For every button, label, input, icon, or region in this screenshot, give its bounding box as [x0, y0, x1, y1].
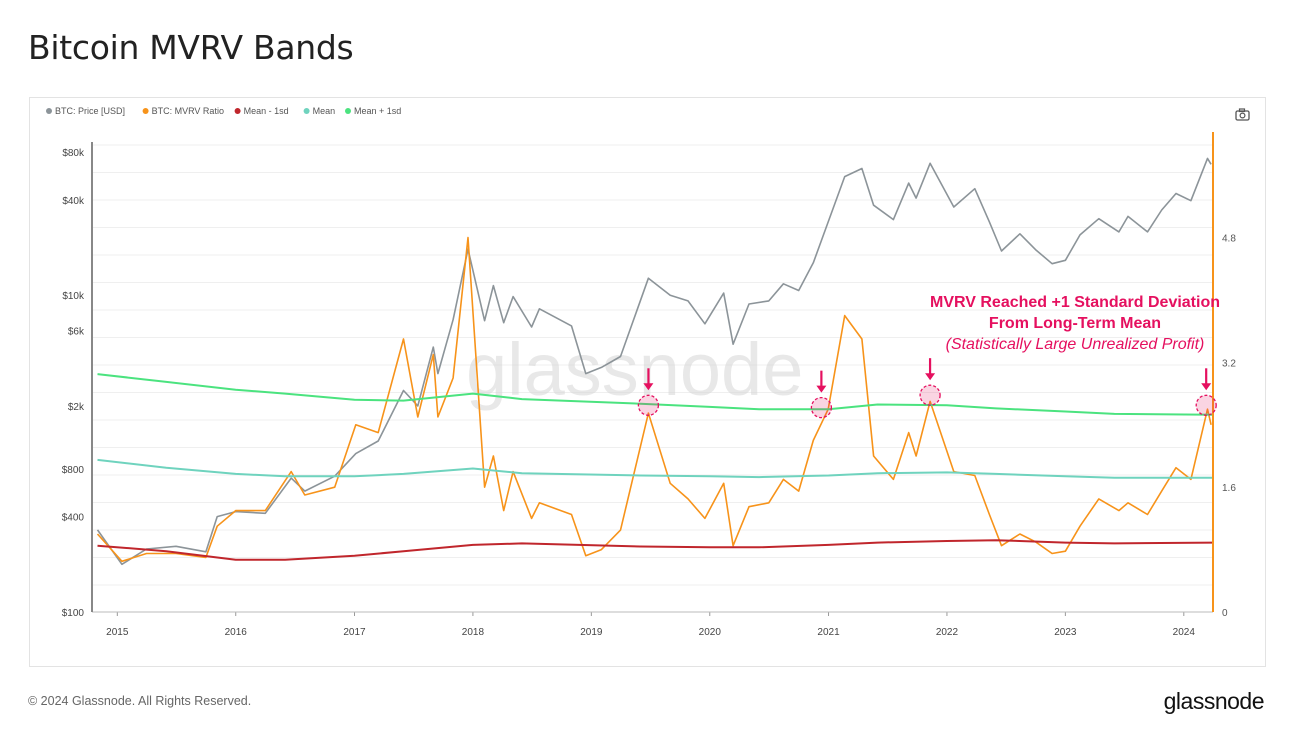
- down-arrow-head: [816, 385, 827, 393]
- marker-circle: [810, 396, 833, 419]
- left-y-tick-label: $80k: [62, 148, 85, 159]
- left-y-tick-label: $10k: [62, 291, 85, 302]
- x-tick-label: 2022: [936, 627, 959, 638]
- page-title: Bitcoin MVRV Bands: [28, 28, 354, 67]
- watermark: glassnode: [466, 328, 803, 411]
- down-arrow-head: [925, 373, 936, 381]
- x-tick-label: 2017: [343, 627, 366, 638]
- annotation: MVRV Reached +1 Standard Deviation From L…: [637, 294, 1220, 419]
- series-line-btc-mvrv-ratio: [96, 236, 1212, 563]
- series-line-mean-1sd: [97, 373, 1214, 416]
- axes: 2015 2016 2017 2018 2019 2020 2021 2022 2023 2024…: [62, 132, 1236, 638]
- annotation-text: From Long-Term Mean: [989, 315, 1161, 332]
- x-tick-label: 2016: [225, 627, 248, 638]
- x-tick-label: 2018: [462, 627, 485, 638]
- annotation-marker: [919, 358, 941, 406]
- right-y-tick-label: 1.6: [1222, 483, 1236, 494]
- series-line-mean-1sd: [97, 539, 1214, 561]
- legend-swatch: [303, 108, 310, 114]
- annotation-marker: [810, 370, 833, 419]
- x-tick-label: 2024: [1173, 627, 1196, 638]
- right-y-tick-label: 3.2: [1222, 358, 1236, 369]
- left-y-tick-label: $400: [62, 513, 85, 524]
- marker-circle: [919, 384, 941, 406]
- marker-circle: [1195, 394, 1217, 416]
- legend-item: BTC: Price [USD]: [46, 106, 125, 116]
- legend-label: BTC: MVRV Ratio: [152, 106, 224, 116]
- left-y-tick-label: $40k: [62, 196, 85, 207]
- annotation-marker: [1195, 368, 1217, 416]
- right-y-tick-label: 4.8: [1222, 234, 1236, 245]
- right-y-tick-label: 0: [1222, 608, 1228, 619]
- legend-item: Mean - 1sd: [234, 106, 289, 116]
- legend-swatch: [46, 108, 52, 114]
- chart-svg: glassnode 2015 2016 2017 2018 2019 2020 2021 20…: [46, 106, 1252, 638]
- legend: BTC: Price [USD] BTC: MVRV Ratio Mean - 1s…: [46, 106, 401, 116]
- annotation-text: (Statistically Large Unrealized Profit): [946, 336, 1205, 353]
- left-y-tick-label: $800: [62, 465, 85, 476]
- left-y-tick-label: $2k: [68, 402, 85, 413]
- legend-item: Mean: [303, 106, 336, 116]
- legend-label: Mean: [313, 106, 336, 116]
- down-arrow-head: [1201, 383, 1212, 391]
- x-tick-label: 2020: [699, 627, 722, 638]
- series-line-btc-price-usd: [96, 157, 1212, 566]
- legend-swatch: [142, 108, 149, 114]
- legend-label: Mean - 1sd: [244, 106, 289, 116]
- x-tick-label: 2019: [580, 627, 603, 638]
- annotation-text: MVRV Reached +1 Standard Deviation: [930, 294, 1220, 311]
- left-y-tick-label: $6k: [68, 326, 85, 337]
- x-tick-label: 2021: [817, 627, 840, 638]
- legend-item: Mean + 1sd: [345, 106, 401, 116]
- left-y-tick-label: $100: [62, 608, 85, 619]
- series-line-mean: [97, 458, 1213, 479]
- x-tick-label: 2015: [106, 627, 129, 638]
- legend-label: BTC: Price [USD]: [55, 106, 125, 116]
- footer-copyright: © 2024 Glassnode. All Rights Reserved.: [28, 694, 252, 708]
- camera-icon[interactable]: [1234, 106, 1252, 122]
- chart-panel: glassnode 2015 2016 2017 2018 2019 2020 2021 20…: [29, 97, 1266, 667]
- grid: [92, 144, 1213, 586]
- legend-swatch: [345, 108, 351, 114]
- legend-label: Mean + 1sd: [354, 106, 401, 116]
- footer-logo: glassnode: [1163, 688, 1265, 714]
- down-arrow-head: [643, 383, 654, 391]
- series-layer: [96, 157, 1214, 566]
- x-tick-label: 2023: [1054, 627, 1077, 638]
- marker-circle: [637, 394, 660, 416]
- legend-swatch: [234, 108, 241, 114]
- annotation-marker: [637, 368, 660, 416]
- legend-item: BTC: MVRV Ratio: [142, 106, 224, 116]
